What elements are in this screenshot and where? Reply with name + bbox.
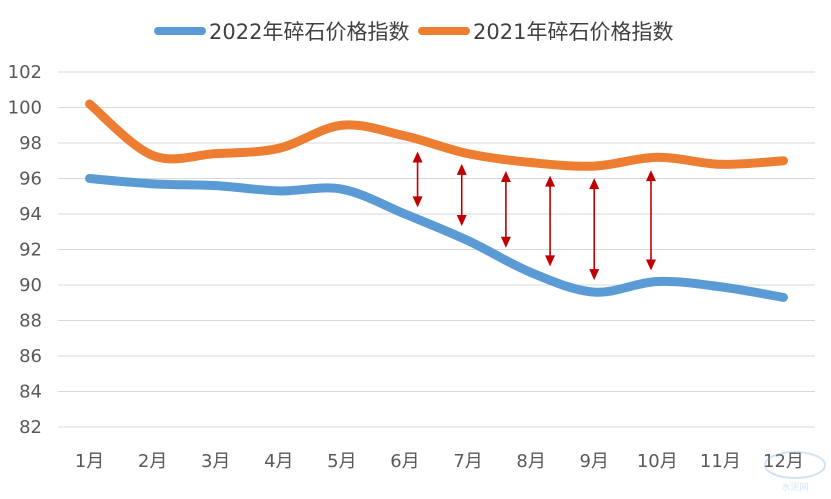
x-tick-label: 12月 — [763, 451, 804, 472]
watermark-logo: 水泥网 — [764, 451, 826, 493]
x-tick-label: 8月 — [516, 451, 545, 472]
legend-label-2022: 2022年碎石价格指数 — [209, 20, 409, 44]
y-tick-label: 84 — [19, 382, 42, 403]
y-tick-label: 94 — [19, 204, 42, 225]
x-tick-label: 7月 — [453, 451, 482, 472]
x-tick-label: 1月 — [75, 451, 104, 472]
y-tick-label: 96 — [19, 169, 42, 190]
difference-arrow — [500, 170, 511, 248]
legend-label-2021: 2021年碎石价格指数 — [473, 20, 673, 44]
series-line-2022 — [85, 174, 788, 302]
gridlines — [58, 71, 815, 428]
y-tick-label: 86 — [19, 346, 42, 367]
x-axis-tick-labels: 1月 2月 3月 4月 5月 6月 7月 8月 9月 10月 11月 12月 — [75, 451, 804, 472]
y-tick-label: 98 — [19, 133, 42, 154]
x-tick-label: 5月 — [327, 451, 356, 472]
y-tick-label: 100 — [8, 98, 42, 119]
series-lines — [85, 99, 788, 302]
x-tick-label: 2月 — [138, 451, 167, 472]
difference-arrow — [456, 163, 467, 226]
x-tick-label: 3月 — [201, 451, 230, 472]
legend: 2022年碎石价格指数 2021年碎石价格指数 — [154, 20, 673, 44]
difference-arrow — [545, 175, 556, 267]
difference-arrow — [589, 178, 600, 281]
x-tick-label: 10月 — [637, 451, 678, 472]
y-tick-label: 90 — [19, 275, 42, 296]
watermark-text: 水泥网 — [781, 481, 808, 493]
difference-arrows — [412, 151, 656, 281]
y-tick-label: 88 — [19, 311, 42, 332]
y-tick-label: 82 — [19, 417, 42, 438]
y-tick-label: 92 — [19, 240, 42, 261]
difference-arrow — [412, 151, 423, 208]
y-tick-label: 102 — [8, 62, 42, 83]
difference-arrow — [645, 170, 656, 271]
x-tick-label: 6月 — [390, 451, 419, 472]
x-tick-label: 9月 — [579, 451, 608, 472]
series-line-2021 — [85, 99, 788, 171]
x-tick-label: 4月 — [264, 451, 293, 472]
y-axis-tick-labels: 82 84 86 88 90 92 94 96 98 100 102 — [8, 62, 42, 438]
x-tick-label: 11月 — [700, 451, 741, 472]
